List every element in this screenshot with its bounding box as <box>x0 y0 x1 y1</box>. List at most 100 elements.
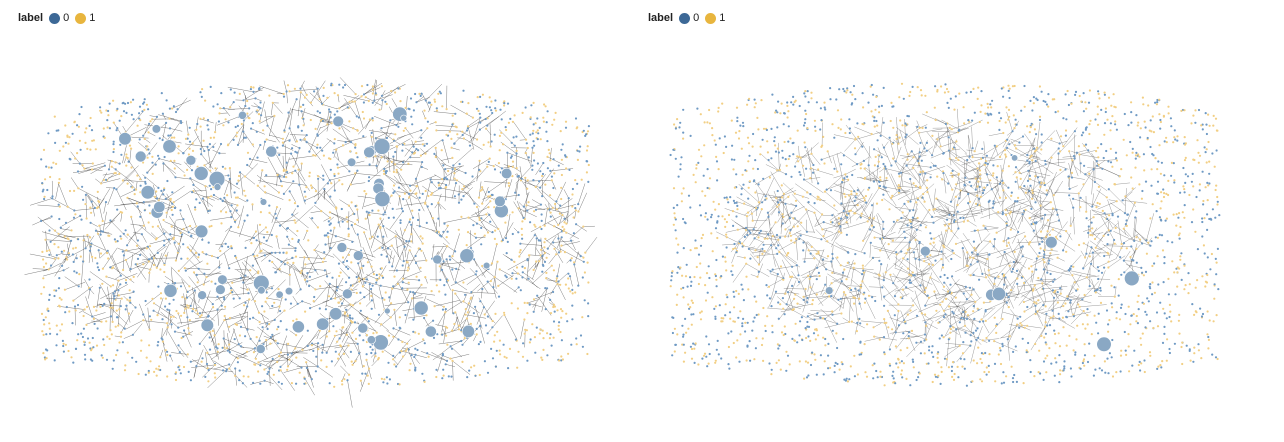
node <box>371 85 374 88</box>
legend-item-0[interactable]: 0 <box>49 12 69 24</box>
edge <box>513 121 527 140</box>
node <box>320 210 323 213</box>
node <box>196 281 199 284</box>
node <box>113 295 116 298</box>
node <box>542 116 545 119</box>
edge <box>123 179 146 183</box>
edge <box>531 265 552 285</box>
legend-item-0[interactable]: 0 <box>679 12 699 24</box>
edge <box>778 142 780 171</box>
node <box>466 231 470 234</box>
edge <box>1006 294 1019 299</box>
edge <box>346 342 358 345</box>
node <box>406 269 409 272</box>
edge <box>810 274 818 278</box>
node <box>81 164 84 167</box>
edge <box>933 188 936 210</box>
node <box>461 130 464 133</box>
legend-item-1[interactable]: 1 <box>75 12 95 24</box>
legend-label-0: 0 <box>63 12 70 24</box>
node <box>86 147 89 150</box>
node <box>546 140 549 143</box>
node <box>61 339 64 342</box>
node <box>109 306 112 309</box>
node <box>517 207 520 210</box>
edge <box>396 146 398 161</box>
edge <box>92 312 106 317</box>
edge <box>289 128 297 143</box>
node <box>549 312 553 315</box>
network-graph-right[interactable] <box>630 60 1260 410</box>
node <box>45 333 48 336</box>
node <box>354 146 357 149</box>
node <box>258 339 261 342</box>
node <box>244 335 247 338</box>
hub-node <box>494 195 506 208</box>
node <box>129 267 132 271</box>
node <box>230 204 233 207</box>
node <box>186 246 189 249</box>
node <box>120 115 123 118</box>
node <box>256 184 259 187</box>
node <box>441 139 444 142</box>
node <box>243 136 246 139</box>
edge <box>937 132 941 147</box>
edge <box>102 211 107 232</box>
node <box>499 108 502 111</box>
edge <box>439 260 448 267</box>
edge <box>50 226 70 242</box>
node <box>529 338 532 341</box>
legend-item-1[interactable]: 1 <box>705 12 725 24</box>
node <box>483 313 486 316</box>
edge <box>1029 190 1036 201</box>
node <box>118 119 121 122</box>
node <box>312 349 315 352</box>
edge <box>835 232 842 240</box>
node <box>47 132 50 135</box>
edge <box>831 253 833 268</box>
node <box>101 230 105 233</box>
node <box>405 261 409 264</box>
edge <box>143 320 168 324</box>
edge <box>334 331 349 337</box>
edge <box>365 119 371 130</box>
node <box>97 200 100 203</box>
node <box>74 157 77 160</box>
edge <box>873 323 882 328</box>
node <box>432 336 436 339</box>
node <box>114 325 117 328</box>
node <box>198 201 201 204</box>
node <box>207 241 210 244</box>
edge <box>505 179 513 200</box>
hub-node <box>316 317 330 331</box>
edge <box>1091 209 1110 216</box>
node <box>519 289 522 292</box>
edge <box>306 367 313 380</box>
node <box>189 224 192 228</box>
node <box>74 347 78 350</box>
node <box>152 302 156 305</box>
edge <box>85 296 93 317</box>
edge <box>898 210 911 234</box>
node <box>131 186 134 189</box>
edge <box>973 332 976 341</box>
edge <box>879 275 893 281</box>
node <box>464 171 467 175</box>
edge <box>276 174 278 187</box>
node <box>239 325 243 328</box>
edge <box>87 234 94 263</box>
node <box>303 190 306 193</box>
edge <box>156 237 175 252</box>
node <box>561 225 564 228</box>
edge <box>217 296 223 304</box>
edge <box>971 126 973 149</box>
edge <box>267 373 283 391</box>
edge <box>890 197 897 207</box>
edge <box>502 254 515 263</box>
node <box>249 88 252 91</box>
network-graph-left[interactable] <box>0 60 630 410</box>
edge <box>425 100 431 111</box>
node <box>532 129 535 132</box>
node <box>549 298 552 301</box>
node <box>89 245 92 248</box>
